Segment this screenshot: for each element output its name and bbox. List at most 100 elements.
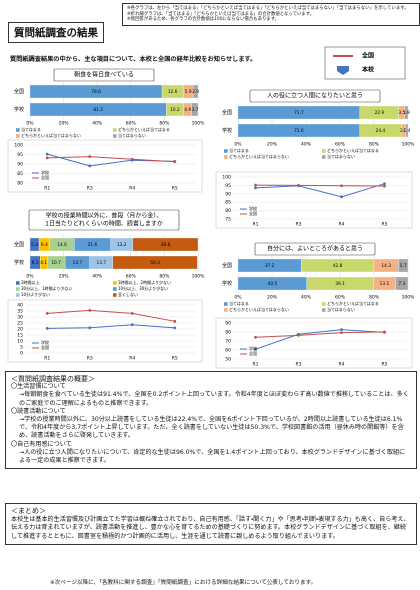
category-label: 学校 bbox=[222, 127, 232, 134]
chart-title: 学校の授業時間以外に、普段（月から金）、 bbox=[46, 212, 163, 220]
chart-title: 1日当たりどれくらいの時間、読書しますか bbox=[45, 220, 163, 228]
x-tick-label: R5 bbox=[382, 222, 388, 228]
legend-label: 10分以上、30分より少ない bbox=[118, 285, 168, 291]
y-tick-label: 15 bbox=[17, 333, 23, 339]
x-tick-label: R3 bbox=[87, 356, 93, 362]
point bbox=[45, 156, 49, 160]
x-tick-label: 20% bbox=[59, 121, 70, 127]
category-label: 学校 bbox=[14, 106, 24, 113]
point bbox=[88, 326, 92, 330]
value-label: 1.4 bbox=[403, 128, 410, 134]
bar-segment bbox=[404, 105, 409, 120]
legend-label: 学校 bbox=[249, 205, 257, 211]
point bbox=[88, 309, 92, 312]
bar-segment bbox=[405, 123, 409, 138]
point bbox=[45, 152, 49, 156]
x-tick-label: 60% bbox=[335, 142, 346, 148]
bar-segment bbox=[112, 255, 198, 270]
value-label: 1.9 bbox=[403, 110, 410, 116]
y-tick-label: 25 bbox=[17, 321, 23, 327]
x-tick-label: 20% bbox=[267, 142, 278, 148]
legend-label: 当てはまらない bbox=[118, 132, 146, 138]
category-label: 全国 bbox=[14, 88, 24, 95]
value-label: 10.7 bbox=[51, 260, 61, 266]
x-tick-label: 80% bbox=[369, 142, 380, 148]
note: ※無回答があるため、各グラフの合計数値は100にならない場合もあります。 bbox=[127, 17, 280, 23]
y-tick-label: 85 bbox=[17, 171, 23, 177]
legend-swatch bbox=[322, 155, 326, 159]
value-label: 13.2 bbox=[117, 242, 127, 248]
series-line bbox=[47, 156, 175, 163]
y-tick-label: 90 bbox=[225, 321, 231, 327]
point bbox=[340, 328, 343, 332]
bar-segment bbox=[132, 237, 199, 252]
point bbox=[130, 157, 134, 161]
summary-topic: 〇読書活動について bbox=[11, 407, 66, 415]
x-tick-label: R4 bbox=[129, 186, 135, 192]
legend-label: どちらかといえば当てはまらない bbox=[229, 153, 289, 159]
page-title: 質問紙調査の結果 bbox=[8, 22, 104, 43]
point bbox=[173, 160, 177, 164]
value-label: 10.2 bbox=[170, 107, 180, 113]
series-line bbox=[47, 309, 175, 322]
legend-label: 全国 bbox=[249, 210, 257, 216]
value-label: 4.9 bbox=[184, 107, 191, 113]
point bbox=[383, 182, 386, 186]
legend-label: 全国 bbox=[249, 350, 257, 356]
y-tick-label: 40 bbox=[17, 303, 23, 309]
value-label: 14.3 bbox=[381, 263, 391, 269]
summary: ＜質問紙調査結果の概要＞ 〇生活習慣について →毎朝朝食を食べている生徒は91.… bbox=[5, 371, 417, 470]
bar-segment bbox=[395, 276, 409, 291]
footer: ※次ページ以降に、「各教科に関する調査」「質問紙調査」における詳細な結果について… bbox=[50, 580, 317, 586]
legend-swatch bbox=[16, 128, 20, 132]
y-tick-label: 85 bbox=[225, 200, 231, 206]
y-tick-label: 20 bbox=[17, 327, 23, 333]
value-label: 5.9 bbox=[185, 89, 192, 95]
value-label: 14.7 bbox=[73, 260, 83, 266]
legend-swatch bbox=[322, 302, 326, 306]
x-tick-label: 0% bbox=[234, 142, 242, 148]
legend-label: 学校 bbox=[41, 169, 49, 175]
x-tick-label: 40% bbox=[92, 121, 103, 127]
chart-title-box bbox=[53, 68, 155, 82]
point bbox=[340, 184, 343, 188]
conclusion-text: 本校生は基本的生活習慣及び計画立てた学習は概ね確立されており、自己有用感、「話す… bbox=[11, 515, 410, 540]
legend-swatch bbox=[16, 287, 20, 291]
summary-text: →人の役に立つ人間になりたいについて、肯定的な生徒は96.0%で、全国を1.4ポ… bbox=[19, 448, 406, 465]
x-tick-label: R3 bbox=[296, 222, 302, 228]
legend-label: どちらかといえば当てはまる bbox=[327, 300, 379, 306]
y-tick-label: 30 bbox=[17, 315, 23, 321]
value-label: 4.1 bbox=[40, 260, 47, 266]
legend-label: 本校 bbox=[361, 66, 375, 74]
category-label: 全国 bbox=[14, 241, 24, 248]
category-label: 全国 bbox=[222, 109, 232, 116]
y-tick-label: 95 bbox=[225, 183, 231, 189]
chart-title-box bbox=[254, 242, 376, 256]
legend-box bbox=[324, 46, 406, 80]
point bbox=[383, 330, 386, 334]
legend-swatch bbox=[113, 128, 117, 132]
y-tick-label: 60 bbox=[225, 348, 231, 354]
y-tick-label: 80 bbox=[225, 330, 231, 336]
x-tick-label: R5 bbox=[172, 186, 178, 192]
note: ※各グラフは、左から「当てはまる」「どちらかといえば当てはまる」「どちらかといえ… bbox=[127, 6, 409, 11]
legend-swatch bbox=[322, 308, 326, 312]
x-tick-label: 100% bbox=[192, 121, 206, 127]
legend-swatch bbox=[16, 281, 20, 285]
chart-frame bbox=[215, 317, 413, 369]
x-tick-label: 60% bbox=[126, 121, 137, 127]
legend-swatch bbox=[224, 155, 228, 159]
x-tick-label: 0% bbox=[26, 274, 34, 280]
bar-segment bbox=[192, 84, 199, 99]
legend-label: 当てはまる bbox=[21, 126, 41, 132]
legend-label: 学校 bbox=[41, 339, 49, 345]
x-tick-label: R4 bbox=[339, 222, 345, 228]
chart-title-box bbox=[28, 209, 180, 231]
legend-swatch bbox=[16, 293, 20, 297]
x-tick-label: 20% bbox=[267, 295, 278, 301]
category-label: 学校 bbox=[14, 259, 24, 266]
point bbox=[254, 183, 257, 187]
conclusion: ＜まとめ＞ 本校生は基本的生活習慣及び計画立てた学習は概ね確立されており、自己有… bbox=[5, 503, 417, 546]
chart-title-box bbox=[249, 89, 381, 103]
legend-label: 1時間以上、2時間より少ない bbox=[118, 279, 171, 285]
